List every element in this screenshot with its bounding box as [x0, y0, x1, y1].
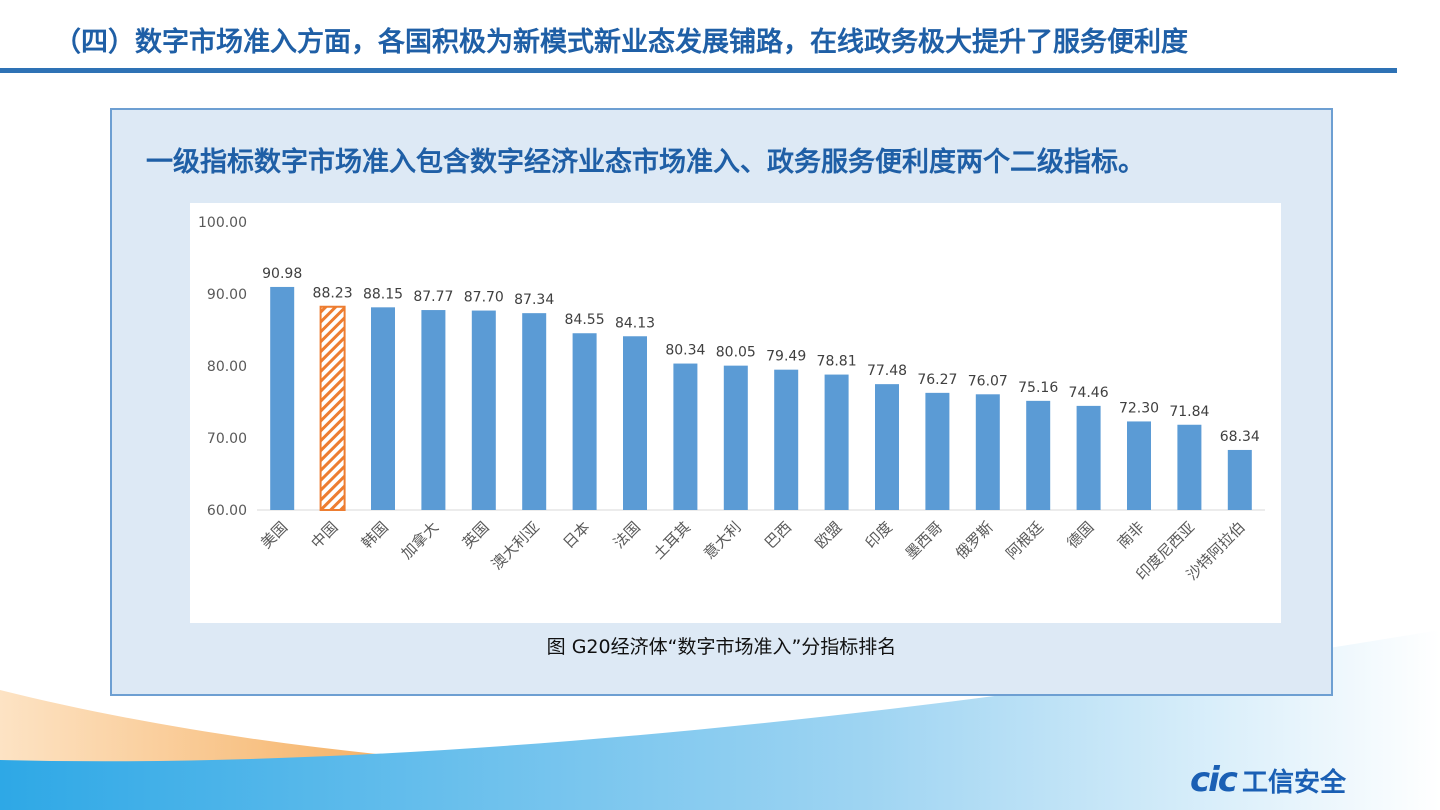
bar-4 — [471, 310, 496, 510]
y-tick-label: 70.00 — [207, 431, 247, 447]
x-tick-label: 日本 — [559, 518, 593, 552]
page-title: （四）数字市场准入方面，各国积极为新模式新业态发展铺路，在线政务极大提升了服务便… — [54, 27, 1188, 58]
x-tick-label: 德国 — [1063, 518, 1097, 552]
y-tick-label: 80.00 — [207, 359, 247, 375]
chart-container: 60.00 70.00 80.00 90.00 100.00 90.98 美国 88.23 中国… — [190, 203, 1281, 623]
bar-6 — [572, 333, 597, 510]
cic-logo: cic 工信安全 — [1190, 760, 1346, 800]
data-label: 76.27 — [917, 372, 957, 388]
y-tick-label: 100.00 — [198, 215, 247, 231]
x-tick-label: 阿根廷 — [1002, 518, 1047, 563]
chart-caption: 图 G20经济体“数字市场准入”分指标排名 — [546, 636, 897, 658]
data-label: 80.34 — [665, 343, 705, 359]
x-tick-label: 意大利 — [700, 518, 745, 563]
bar-14 — [975, 394, 1000, 510]
bar-15 — [1026, 400, 1051, 510]
bar-11 — [824, 374, 849, 510]
bar-2 — [371, 307, 395, 510]
x-tick-label: 法国 — [610, 518, 644, 552]
bar-8 — [673, 363, 698, 510]
data-label: 72.30 — [1119, 400, 1159, 416]
bar-9 — [723, 365, 748, 510]
bar-13 — [925, 392, 950, 510]
bar-16 — [1076, 405, 1101, 510]
x-tick-label: 加拿大 — [398, 518, 443, 563]
data-label: 77.48 — [867, 363, 907, 379]
data-label: 79.49 — [766, 349, 806, 365]
data-label: 87.70 — [464, 290, 504, 306]
data-label: 88.23 — [313, 286, 353, 302]
x-tick-label: 巴西 — [761, 518, 795, 552]
bar-0 — [270, 286, 295, 510]
data-label: 87.34 — [514, 292, 554, 308]
x-tick-label: 美国 — [257, 518, 291, 552]
bar-19 — [1227, 449, 1252, 510]
panel-subtitle: 一级指标数字市场准入包含数字经济业态市场准入、政务服务便利度两个二级指标。 — [146, 147, 1145, 178]
x-tick-label: 土耳其 — [650, 518, 695, 563]
logo-mark: cic — [1190, 760, 1238, 800]
bar-1 — [319, 305, 346, 511]
x-tick-label: 欧盟 — [811, 518, 845, 552]
bar-12 — [875, 384, 899, 510]
logo-text: 工信安全 — [1241, 767, 1346, 798]
bar-3 — [421, 310, 446, 510]
x-tick-label: 南非 — [1114, 518, 1148, 552]
data-label: 88.15 — [363, 286, 403, 302]
bar-7 — [623, 336, 647, 510]
data-label: 87.77 — [413, 289, 453, 305]
data-label: 71.84 — [1169, 404, 1209, 420]
x-tick-label: 中国 — [307, 518, 341, 552]
bar-17 — [1127, 421, 1151, 510]
data-label: 68.34 — [1220, 429, 1260, 445]
x-tick-label: 墨西哥 — [902, 518, 947, 563]
x-tick-label: 俄罗斯 — [952, 518, 997, 563]
x-tick-label: 英国 — [459, 518, 493, 552]
x-tick-label: 澳大利亚 — [488, 518, 543, 573]
x-tick-label: 印度 — [862, 518, 896, 552]
y-tick-label: 60.00 — [207, 503, 247, 519]
data-label: 74.46 — [1069, 385, 1109, 401]
data-label: 80.05 — [716, 345, 756, 361]
bar-18 — [1177, 424, 1202, 510]
data-label: 76.07 — [968, 373, 1008, 389]
data-label: 84.55 — [565, 312, 605, 328]
content-panel: 一级指标数字市场准入包含数字经济业态市场准入、政务服务便利度两个二级指标。 60… — [110, 108, 1333, 696]
y-tick-label: 90.00 — [207, 287, 247, 303]
title-divider — [0, 68, 1397, 73]
bar-10 — [774, 369, 799, 510]
bar-5 — [522, 313, 547, 510]
data-label: 78.81 — [817, 354, 857, 370]
data-label: 84.13 — [615, 315, 655, 331]
x-tick-label: 韩国 — [358, 518, 392, 552]
data-label: 90.98 — [262, 266, 302, 282]
data-label: 75.16 — [1018, 380, 1058, 396]
bar-chart: 60.00 70.00 80.00 90.00 100.00 90.98 美国 88.23 中国… — [198, 215, 1265, 584]
